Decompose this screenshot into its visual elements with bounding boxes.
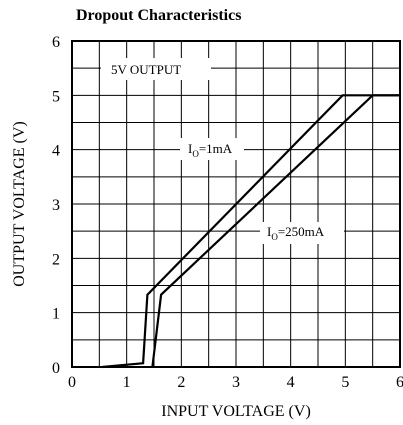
x-tick-label: 4 xyxy=(287,374,295,391)
y-axis-label: OUTPUT VOLTAGE (V) xyxy=(11,121,28,287)
series-line-2 xyxy=(151,94,400,368)
y-tick-label: 1 xyxy=(52,306,60,323)
x-tick-label: 1 xyxy=(123,374,131,391)
annotation-io-1ma: IO=1mA xyxy=(188,141,233,159)
y-tick-label: 5 xyxy=(52,88,60,105)
y-tick-label: 4 xyxy=(52,143,60,160)
x-axis-label: INPUT VOLTAGE (V) xyxy=(161,403,311,420)
series-lines xyxy=(101,94,400,369)
y-tick-labels: 0 1 2 3 4 5 6 xyxy=(52,34,60,377)
x-tick-label: 2 xyxy=(177,374,185,391)
annotation-io-250ma: IO=250mA xyxy=(267,224,325,242)
annotation-io250-bg xyxy=(260,222,344,244)
x-tick-labels: 0 1 2 3 4 5 6 xyxy=(68,374,403,391)
y-tick-label: 3 xyxy=(52,197,60,214)
y-tick-label: 2 xyxy=(52,251,60,268)
x-tick-label: 3 xyxy=(232,374,240,391)
annotation-5v-output: 5V OUTPUT xyxy=(111,62,181,77)
x-tick-label: 6 xyxy=(396,374,403,391)
annotation-box-bg xyxy=(101,58,211,80)
y-tick-label: 6 xyxy=(52,34,60,51)
annotation-io1-bg xyxy=(180,138,244,160)
x-tick-label: 5 xyxy=(341,374,349,391)
chart-title: Dropout Characteristics xyxy=(76,7,241,24)
series-line-1 xyxy=(101,94,400,369)
plot-frame xyxy=(71,40,401,368)
y-tick-label: 0 xyxy=(52,360,60,377)
x-tick-label: 0 xyxy=(68,374,76,391)
